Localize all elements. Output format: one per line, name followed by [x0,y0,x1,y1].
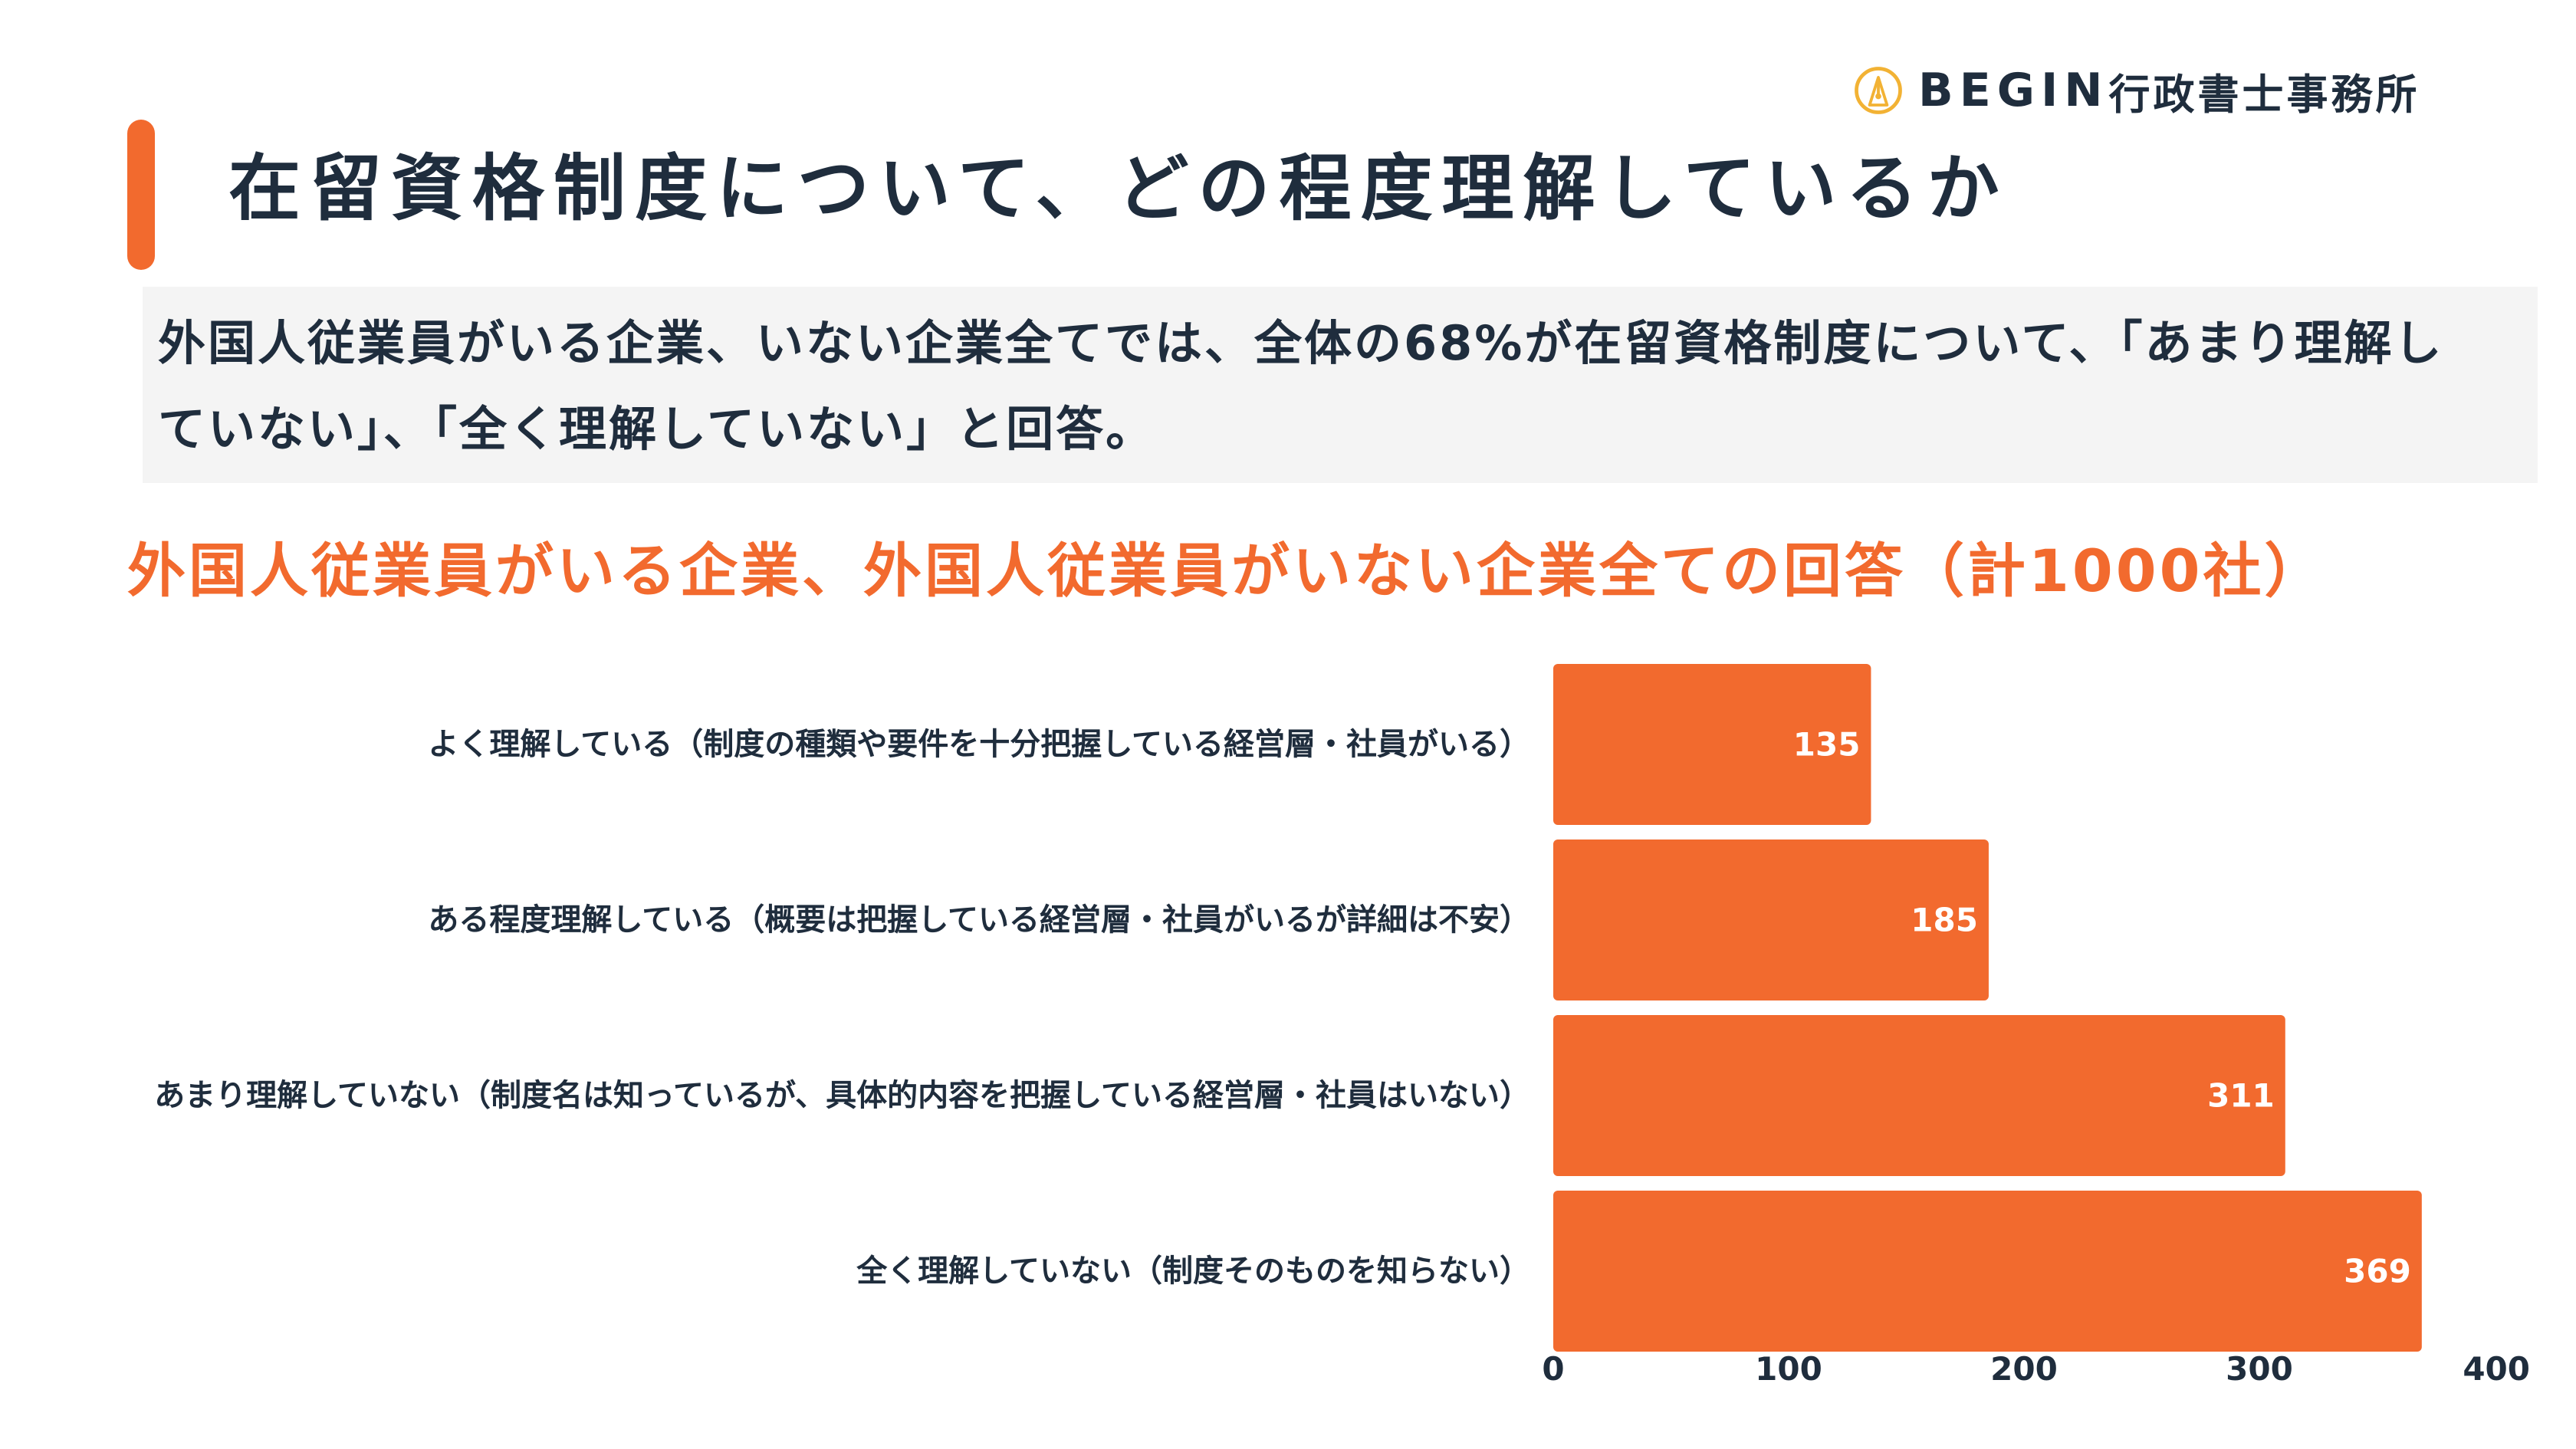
category-label-3: 全く理解していない（制度そのものを知らない） [856,1254,1530,1289]
data-label-0: 135 [1793,726,1861,764]
category-label-2: あまり理解していない（制度名は知っているが、具体的内容を把握している経営層・社員… [154,1078,1530,1113]
page-title: 在留資格制度について、どの程度理解しているか [228,147,2009,231]
title-accent-bar [127,120,155,270]
pen-nib-icon [1855,67,1902,114]
summary-text: 外国人従業員がいる企業、いない企業全てでは、全体の68%が在留資格制度について、… [158,315,2444,457]
logo-brand: BEGIN [1918,64,2109,117]
x-tick-label-0: 0 [1542,1350,1564,1388]
x-tick-label-2: 200 [1990,1350,2058,1388]
x-tick-label-3: 300 [2226,1350,2293,1388]
x-tick-label-4: 400 [2463,1350,2530,1388]
summary-box: 外国人従業員がいる企業、いない企業全てでは、全体の68%が在留資格制度について、… [143,287,2538,483]
logo: BEGIN 行政書士事務所 [1849,60,2420,121]
category-label-1: ある程度理解している（概要は把握している経営層・社員がいるが詳細は不安） [428,902,1530,938]
bar-3 [1553,1191,2422,1352]
bar-0 [1553,664,1871,825]
bar-2 [1553,1015,2285,1176]
data-label-2: 311 [2207,1077,2275,1115]
logo-suffix: 行政書士事務所 [2108,70,2420,119]
bar-1 [1553,840,1989,1001]
chart-title: 外国人従業員がいる企業、外国人従業員がいない企業全ての回答（計1000社） [127,537,2326,605]
x-tick-label-1: 100 [1755,1350,1822,1388]
category-label-0: よく理解している（制度の種類や要件を十分把握している経営層・社員がいる） [428,727,1530,762]
data-label-3: 369 [2344,1253,2411,1290]
data-label-1: 185 [1911,902,1978,939]
